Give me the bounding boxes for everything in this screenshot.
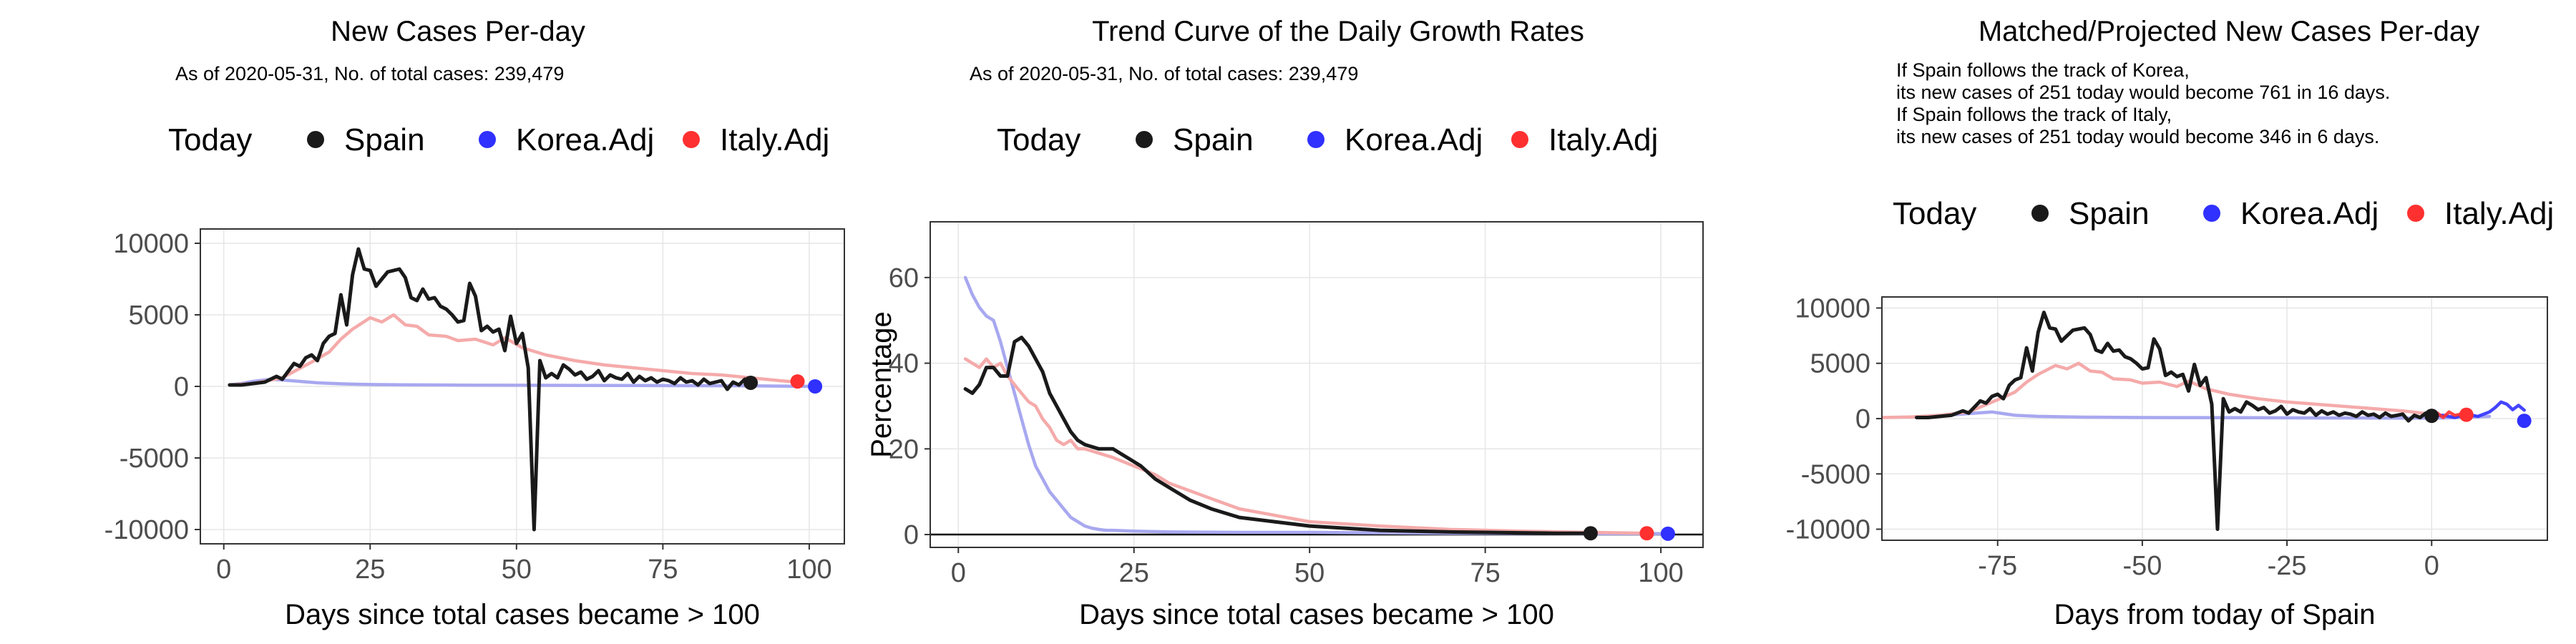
x-tick-label: 100 — [786, 555, 831, 585]
point-spain — [2424, 409, 2439, 424]
chart-title: Trend Curve of the Daily Growth Rates — [1092, 16, 1584, 47]
y-tick-label: 5000 — [1810, 349, 1870, 379]
series-line-korea-adj — [963, 275, 1663, 536]
annotation-line: its new cases of 251 today would become … — [1896, 82, 2390, 103]
x-axis-title: Days from today of Spain — [2054, 599, 2375, 630]
chart-panel-3: Matched/Projected New Cases Per-day If Sp… — [1786, 16, 2555, 630]
series-line-italy-adj — [228, 313, 799, 387]
chart-subtitle: As of 2020-05-31, No. of total cases: 23… — [175, 63, 564, 84]
plot-border — [930, 221, 1704, 548]
y-tick-label: 5000 — [128, 301, 189, 331]
legend-marker-spain — [1136, 131, 1153, 148]
legend-marker-italy — [683, 131, 700, 148]
annotation-line: its new cases of 251 today would become … — [1896, 126, 2379, 147]
chart-title: Matched/Projected New Cases Per-day — [1979, 16, 2479, 47]
series-group — [963, 275, 1675, 541]
y-tick-label: 40 — [889, 349, 919, 379]
x-tick-label: 25 — [1119, 558, 1149, 588]
legend-label-korea: Korea.Adj — [516, 122, 654, 157]
axis-ticks: 0 25 50 75 100 0 20 40 60 — [889, 263, 1684, 588]
legend-marker-korea — [479, 131, 496, 148]
x-tick-label: 25 — [355, 555, 385, 585]
x-tick-label: -50 — [2122, 551, 2162, 581]
x-tick-label: 75 — [648, 555, 678, 585]
point-korea-adj — [2517, 414, 2532, 429]
x-tick-label: 50 — [502, 555, 532, 585]
series-line-korea-adj-projected — [2430, 400, 2526, 419]
y-tick-label: 10000 — [113, 229, 189, 259]
y-tick-label: 0 — [904, 520, 919, 550]
x-tick-label: 0 — [951, 558, 966, 588]
y-tick-label: 0 — [174, 372, 189, 402]
axis-ticks: -75 -50 -25 0 -10000 -5000 0 5000 10000 — [1786, 293, 2439, 581]
legend: Today Spain Korea.Adj Italy.Adj — [168, 122, 829, 157]
legend-title: Today — [997, 122, 1080, 157]
series-line-italy-adj — [963, 357, 1649, 535]
legend-marker-korea — [1307, 131, 1324, 148]
y-axis-title: Percentage — [866, 311, 897, 458]
point-italy-adj — [790, 374, 805, 389]
axis-ticks: 0 25 50 75 100 -10000 -5000 0 5000 10000 — [104, 229, 832, 585]
legend-label-korea: Korea.Adj — [1345, 122, 1483, 157]
plot-background — [930, 222, 1703, 547]
series-group — [228, 247, 823, 532]
y-tick-label: -10000 — [104, 515, 189, 545]
legend-marker-italy — [2407, 205, 2424, 222]
point-spain — [743, 375, 758, 390]
annotation-line: If Spain follows the track of Korea, — [1896, 59, 2190, 81]
legend-title: Today — [1893, 196, 1976, 231]
legend-title: Today — [168, 122, 252, 157]
y-tick-label: -10000 — [1786, 515, 1870, 545]
chart-title: New Cases Per-day — [331, 16, 585, 47]
y-tick-label: 20 — [889, 434, 919, 464]
y-tick-label: 0 — [1855, 404, 1870, 434]
x-axis-title: Days since total cases became > 100 — [1079, 599, 1554, 630]
series-line-spain — [963, 336, 1593, 535]
x-tick-label: 0 — [2424, 551, 2439, 581]
x-tick-label: -75 — [1978, 551, 2017, 581]
x-axis-title: Days since total cases became > 100 — [285, 599, 760, 630]
point-korea-adj — [808, 379, 823, 394]
chart-panel-2: Trend Curve of the Daily Growth Rates As … — [866, 16, 1704, 630]
legend-label-italy: Italy.Adj — [2444, 196, 2554, 231]
chart-panel-1: New Cases Per-day As of 2020-05-31, No. o… — [104, 16, 845, 630]
annotation-line: If Spain follows the track of Italy, — [1896, 104, 2172, 125]
legend-label-spain: Spain — [1173, 122, 1254, 157]
point-spain — [1583, 526, 1598, 541]
x-tick-label: 50 — [1294, 558, 1324, 588]
legend: Today Spain Korea.Adj Italy.Adj — [997, 122, 1658, 157]
y-tick-label: -5000 — [119, 444, 189, 474]
y-tick-label: 60 — [889, 263, 919, 293]
legend-marker-spain — [2031, 205, 2049, 222]
series-group — [1882, 311, 2532, 531]
x-tick-label: 100 — [1638, 558, 1683, 588]
x-tick-label: -25 — [2268, 551, 2307, 581]
y-tick-label: 10000 — [1795, 293, 1870, 323]
chart-subtitle: As of 2020-05-31, No. of total cases: 23… — [970, 63, 1358, 84]
legend-marker-italy — [1511, 131, 1528, 148]
y-tick-label: -5000 — [1801, 459, 1870, 489]
legend-label-spain: Spain — [2069, 196, 2150, 231]
series-line-spain — [1915, 311, 2434, 531]
point-italy-adj — [2459, 407, 2474, 422]
series-line-spain — [228, 247, 753, 532]
legend-marker-korea — [2203, 205, 2220, 222]
legend-label-italy: Italy.Adj — [720, 122, 829, 157]
legend-label-italy: Italy.Adj — [1548, 122, 1658, 157]
gridlines — [1882, 297, 2547, 540]
legend-label-spain: Spain — [344, 122, 425, 157]
legend-label-korea: Korea.Adj — [2240, 196, 2379, 231]
x-tick-label: 0 — [216, 555, 231, 585]
point-korea-adj — [1660, 526, 1675, 541]
point-italy-adj — [1639, 526, 1654, 541]
legend: Today Spain Korea.Adj Italy.Adj — [1893, 196, 2554, 231]
legend-marker-spain — [307, 131, 324, 148]
x-tick-label: 75 — [1470, 558, 1500, 588]
